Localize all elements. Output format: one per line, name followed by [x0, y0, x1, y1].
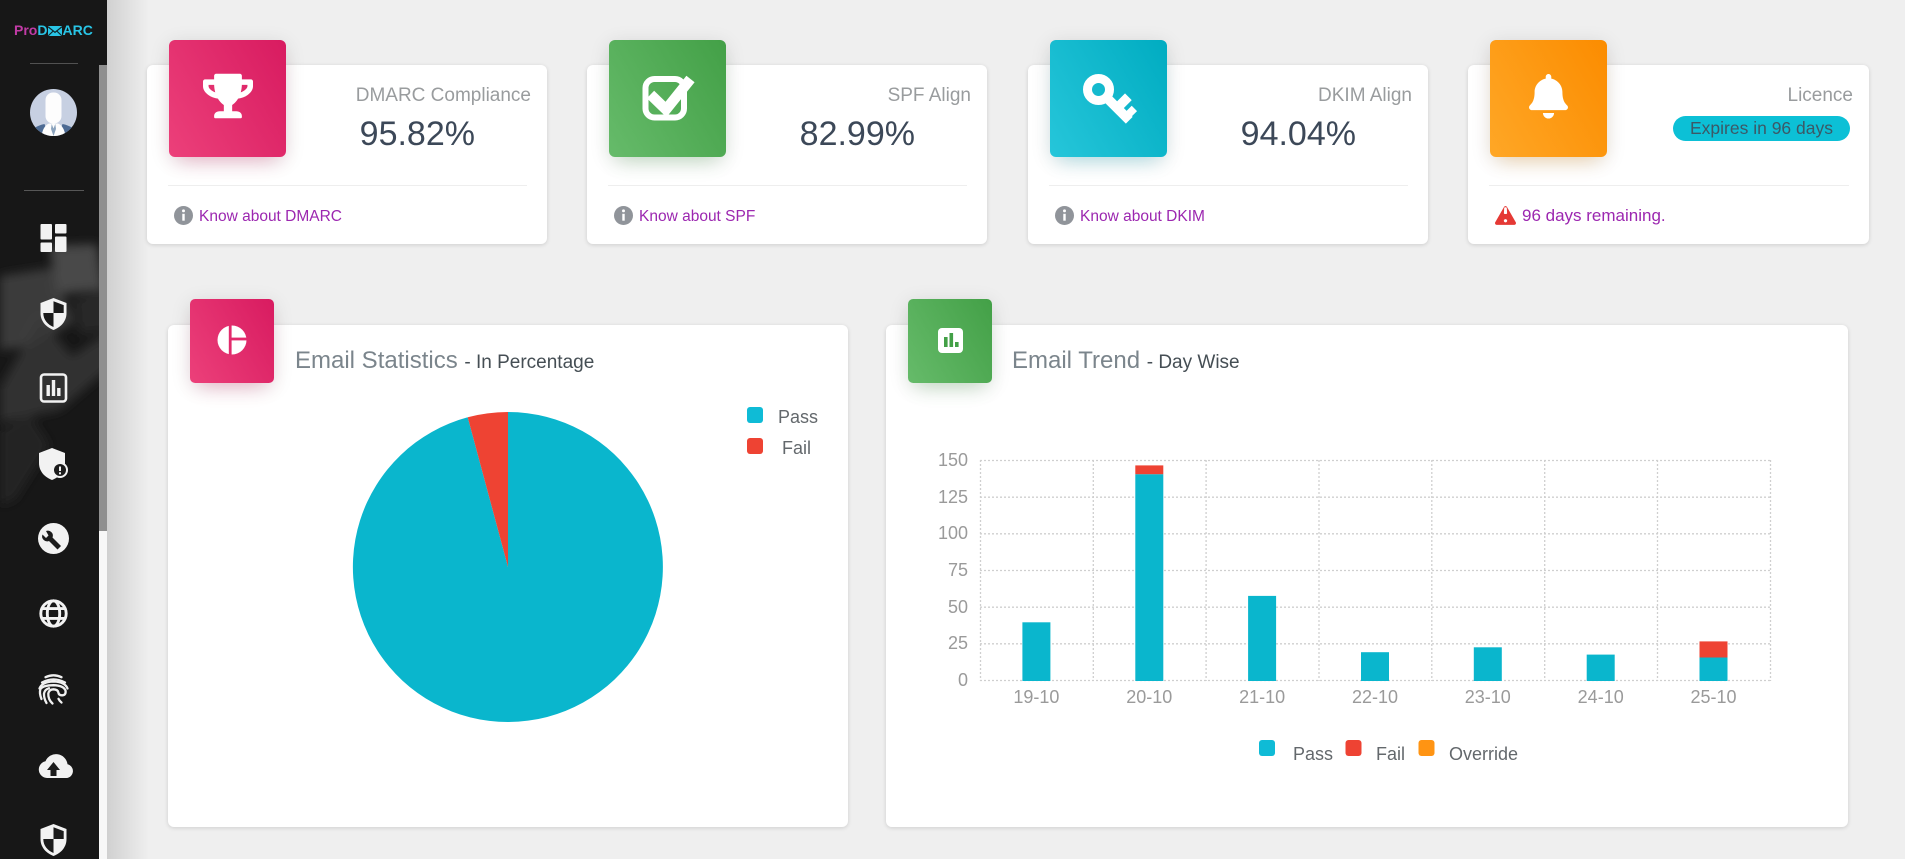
svg-text:100: 100	[938, 523, 968, 543]
svg-text:24-10: 24-10	[1578, 687, 1624, 707]
svg-text:75: 75	[948, 560, 968, 580]
svg-text:23-10: 23-10	[1465, 687, 1511, 707]
svg-text:Pass: Pass	[1293, 744, 1333, 764]
svg-text:Fail: Fail	[1376, 744, 1405, 764]
svg-text:20-10: 20-10	[1126, 687, 1172, 707]
svg-text:Pass: Pass	[778, 407, 818, 427]
svg-text:125: 125	[938, 487, 968, 507]
svg-text:22-10: 22-10	[1352, 687, 1398, 707]
svg-text:19-10: 19-10	[1013, 687, 1059, 707]
svg-text:Override: Override	[1449, 744, 1518, 764]
svg-text:25-10: 25-10	[1690, 687, 1736, 707]
svg-text:25: 25	[948, 633, 968, 653]
svg-text:50: 50	[948, 597, 968, 617]
svg-text:Fail: Fail	[782, 438, 811, 458]
svg-text:21-10: 21-10	[1239, 687, 1285, 707]
svg-text:0: 0	[958, 670, 968, 690]
svg-text:150: 150	[938, 450, 968, 470]
